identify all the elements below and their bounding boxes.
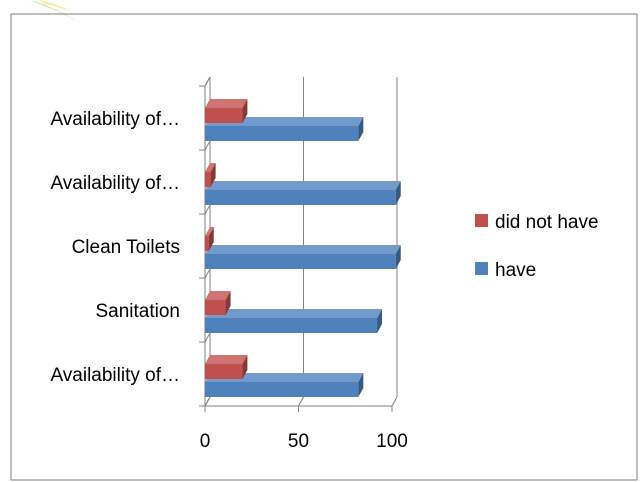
y-tick-depth-3 <box>204 204 211 215</box>
bar-have-3-top <box>205 181 401 190</box>
legend-label-0: did not have <box>495 212 599 233</box>
bar-have-2-top <box>205 245 401 254</box>
chart-border <box>10 13 638 481</box>
y-tick-depth-4 <box>204 140 211 151</box>
bar-have-2-front <box>205 254 396 269</box>
y-tick-depth-1 <box>204 332 211 343</box>
x-tick-label-2: 100 <box>376 431 408 452</box>
bar-have-1-side <box>377 309 383 333</box>
bar-did-not-have-4-top <box>205 99 248 108</box>
legend-swatch-0 <box>475 214 488 227</box>
watermark-swirl-2 <box>40 0 72 12</box>
watermark-swirl <box>30 0 82 24</box>
bar-have-0-front <box>205 382 359 397</box>
bar-did-not-have-4-front <box>205 108 243 123</box>
bar-did-not-have-0-side <box>242 355 248 379</box>
bar-have-3-front <box>205 190 396 205</box>
bar-did-not-have-0-top <box>205 355 248 364</box>
bar-did-not-have-1-front <box>205 300 226 315</box>
legend: did not have have <box>475 212 599 281</box>
y-tick-depth-2 <box>204 268 211 279</box>
category-label-2: Clean Toilets <box>72 237 180 258</box>
bar-have-1-front <box>205 318 378 333</box>
bar-did-not-have-3-side <box>210 163 216 187</box>
bar-did-not-have-2-front <box>205 236 209 251</box>
bar-have-4-front <box>205 126 359 141</box>
category-label-1: Sanitation <box>95 301 180 322</box>
bar-did-not-have-2-side <box>208 227 214 251</box>
legend-swatch-1 <box>475 262 488 275</box>
legend-label-1: have <box>495 260 536 281</box>
bar-did-not-have-1-top <box>205 291 231 300</box>
category-label-0: Availability of… <box>50 365 180 386</box>
y-tick-depth-0 <box>204 396 211 407</box>
bar-did-not-have-0-front <box>205 364 243 379</box>
bar-have-3-side <box>395 181 401 205</box>
bar-have-0-side <box>358 373 364 397</box>
bar-have-1-top <box>205 309 383 318</box>
bar-have-0-top <box>205 373 364 382</box>
x-tick-label-1: 50 <box>288 431 309 452</box>
bar-have-4-top <box>205 117 364 126</box>
floor-edge-2 <box>391 396 398 407</box>
bar-did-not-have-3-front <box>205 172 211 187</box>
category-label-4: Availability of… <box>50 109 180 130</box>
x-tick-label-0: 0 <box>200 431 211 452</box>
floor-edge-1 <box>298 396 304 407</box>
bar-have-2-side <box>395 245 401 269</box>
category-label-3: Availability of… <box>50 173 180 194</box>
bar-did-not-have-3-top <box>205 163 216 172</box>
plot-area: 0 50 100 Availability of… Sanitation Clean To… <box>50 76 408 452</box>
bar-have-4-side <box>358 117 364 141</box>
bar-did-not-have-2-top <box>205 227 214 236</box>
y-tick-depth-5 <box>204 76 211 87</box>
bar-did-not-have-4-side <box>242 99 248 123</box>
bar-did-not-have-1-side <box>225 291 231 315</box>
